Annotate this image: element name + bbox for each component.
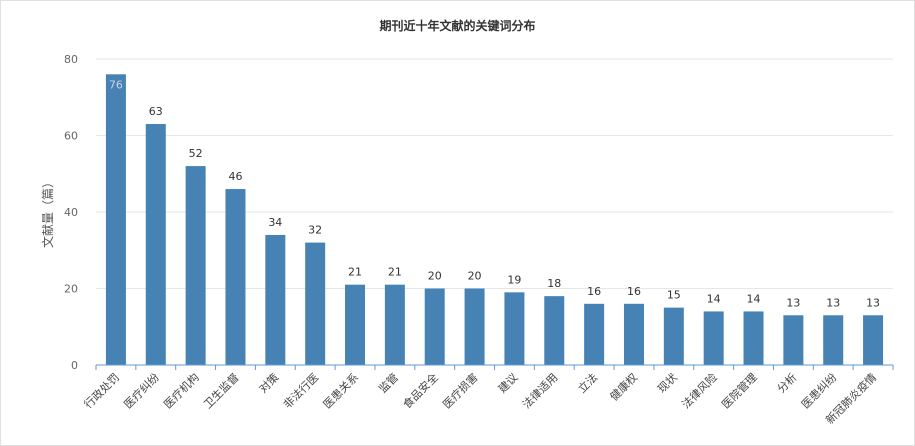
x-tick-label: 对策	[256, 370, 281, 395]
chart-title: 期刊近十年文献的关键词分布	[379, 19, 536, 33]
bar	[424, 288, 445, 365]
y-tick-label: 60	[64, 130, 78, 143]
data-label: 15	[667, 289, 681, 302]
bar	[544, 296, 565, 365]
bar	[743, 311, 764, 365]
data-label: 19	[507, 273, 521, 286]
y-axis-label: 文献量（篇）	[40, 176, 55, 248]
x-tick-label: 医疗机构	[161, 370, 202, 411]
x-tick-label: 建议	[495, 370, 520, 395]
bar	[584, 303, 605, 365]
x-tick-label: 法律风险	[679, 370, 720, 411]
x-tick-label: 卫生监督	[201, 370, 242, 411]
x-tick-label: 医院管理	[719, 370, 760, 411]
data-label: 21	[348, 266, 362, 279]
bar	[225, 189, 246, 365]
bar	[703, 311, 724, 365]
x-tick-label: 医疗损害	[440, 370, 481, 411]
data-label: 63	[149, 105, 163, 118]
bar	[623, 303, 644, 365]
data-label: 13	[826, 296, 840, 309]
data-label: 32	[308, 224, 322, 237]
data-label: 46	[228, 170, 242, 183]
y-tick-label: 20	[64, 283, 78, 296]
bar	[464, 288, 485, 365]
data-label: 76	[109, 78, 123, 91]
bar	[384, 284, 405, 365]
data-label: 13	[786, 296, 800, 309]
y-tick-label: 40	[64, 206, 78, 219]
data-label: 18	[547, 277, 561, 290]
data-label: 14	[707, 292, 721, 305]
bar	[145, 124, 166, 366]
data-label: 20	[468, 270, 482, 283]
y-tick-label: 80	[64, 53, 78, 66]
bar	[305, 242, 326, 365]
bar	[863, 315, 884, 365]
data-label: 52	[189, 147, 203, 160]
x-tick-label: 法律适用	[519, 370, 560, 411]
bar	[783, 315, 804, 365]
data-label: 16	[587, 285, 601, 298]
bar	[265, 234, 286, 365]
bar	[345, 284, 366, 365]
data-label: 20	[428, 270, 442, 283]
bar	[504, 292, 525, 365]
x-tick-label: 医患关系	[320, 370, 361, 411]
x-tick-label: 监管	[376, 370, 401, 395]
x-tick-label: 食品安全	[400, 370, 441, 411]
bar	[663, 307, 684, 365]
x-tick-label: 行政处罚	[81, 370, 122, 411]
bar	[823, 315, 844, 365]
x-tick-label: 立法	[575, 370, 600, 395]
x-tick-label: 医疗纠纷	[121, 370, 162, 411]
y-tick-label: 0	[71, 359, 78, 372]
bar	[105, 74, 126, 366]
data-label: 16	[627, 285, 641, 298]
data-label: 34	[268, 216, 282, 229]
x-tick-label: 医患纠纷	[799, 371, 839, 411]
data-label: 13	[866, 296, 880, 309]
data-label: 21	[388, 266, 402, 279]
x-tick-label: 现状	[654, 370, 679, 395]
x-tick-label: 健康权	[607, 370, 640, 403]
data-label: 14	[747, 292, 761, 305]
x-tick-label: 非法行医	[280, 370, 321, 411]
x-tick-label: 分析	[774, 370, 799, 395]
bar	[185, 166, 206, 365]
